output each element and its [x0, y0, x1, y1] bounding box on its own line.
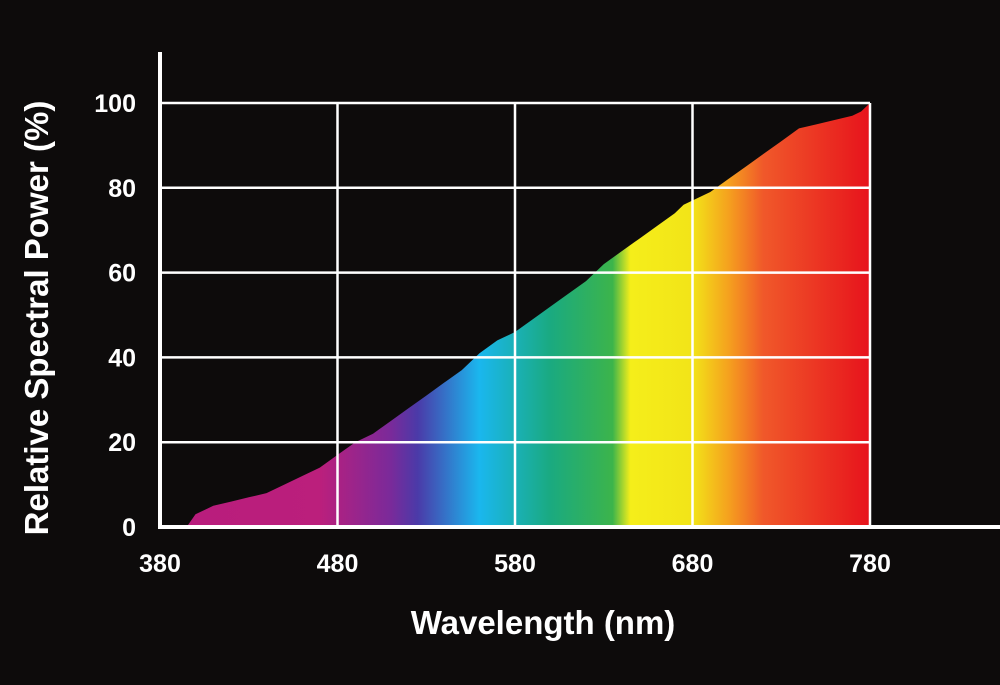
y-tick-label-80: 80: [108, 175, 136, 203]
y-tick-label-100: 100: [94, 90, 136, 118]
x-tick-label-580: 580: [494, 550, 536, 578]
axes: [158, 52, 1000, 529]
grid-lines: [160, 101, 872, 527]
x-axis-title: Wavelength (nm): [411, 604, 676, 641]
y-tick-label-0: 0: [122, 514, 136, 542]
x-tick-label-380: 380: [139, 550, 181, 578]
y-tick-labels: 0 20 40 60 80 100: [94, 90, 136, 542]
x-tick-label-680: 680: [672, 550, 714, 578]
y-tick-label-40: 40: [108, 344, 136, 372]
x-tick-label-780: 780: [849, 550, 891, 578]
spectrum-area: [186, 103, 871, 527]
y-axis-title: Relative Spectral Power (%): [18, 101, 55, 536]
x-tick-label-480: 480: [317, 550, 359, 578]
y-tick-label-20: 20: [108, 429, 136, 457]
y-tick-label-60: 60: [108, 260, 136, 288]
x-tick-labels: 380 480 580 680 780: [139, 550, 891, 578]
